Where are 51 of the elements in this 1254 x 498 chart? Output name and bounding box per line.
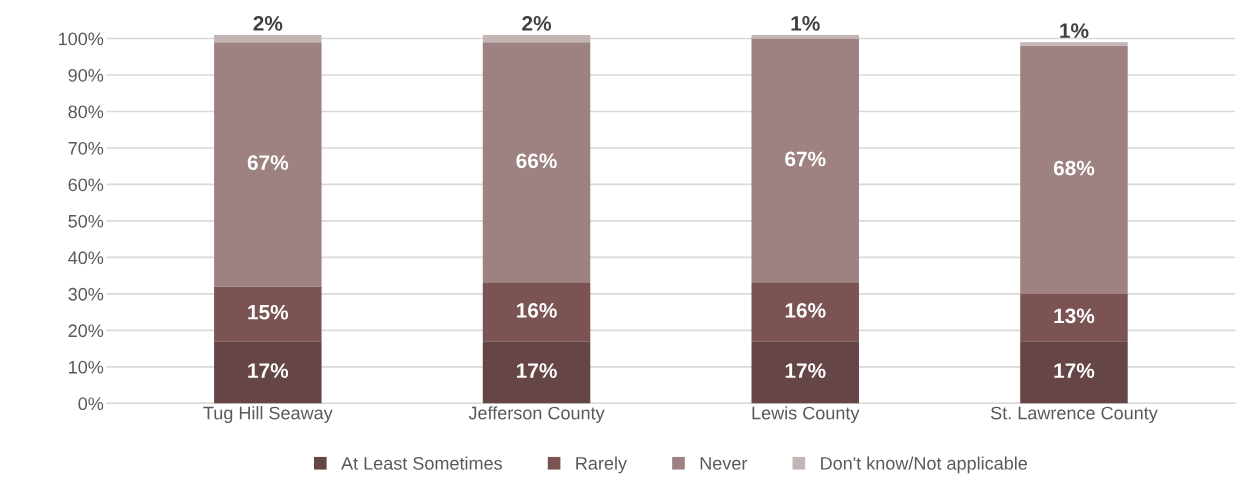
bar xyxy=(1020,293,1128,342)
bar xyxy=(214,286,322,342)
y-tick-label: 0% xyxy=(78,397,104,411)
bar xyxy=(214,341,322,404)
data-label: 67% xyxy=(785,151,826,167)
bar xyxy=(1020,42,1128,46)
bar xyxy=(214,42,322,287)
data-label: 17% xyxy=(248,363,289,378)
data-label: 66% xyxy=(516,153,557,169)
bar xyxy=(1020,45,1128,294)
y-tick-label: 50% xyxy=(68,214,104,228)
data-label: 1% xyxy=(791,16,820,31)
bar xyxy=(482,341,591,404)
bar xyxy=(482,282,591,342)
data-label: 17% xyxy=(785,363,826,378)
x-tick-label: Lewis County xyxy=(752,406,860,423)
data-label: 67% xyxy=(247,155,289,170)
x-tick-label: Jefferson County xyxy=(468,406,605,423)
y-tick-label: 80% xyxy=(68,105,104,119)
data-label: 2% xyxy=(253,15,283,31)
data-label: 17% xyxy=(517,363,557,378)
data-label: 15% xyxy=(248,304,289,320)
y-tick-label: 10% xyxy=(69,360,104,374)
y-tick-label: 100% xyxy=(59,32,104,46)
y-tick-label: 90% xyxy=(68,68,104,82)
data-label: 2% xyxy=(522,15,552,31)
data-label: 1% xyxy=(1060,23,1089,38)
data-label: 16% xyxy=(517,303,557,318)
bar xyxy=(1020,341,1128,404)
y-tick-label: 20% xyxy=(68,324,104,338)
y-tick-label: 70% xyxy=(68,141,104,155)
legend-label: Never xyxy=(700,457,748,470)
legend-label: Rarely xyxy=(576,456,627,474)
bar xyxy=(482,34,591,43)
data-label: 13% xyxy=(1054,308,1095,324)
legend-label: Don't know/Not applicable xyxy=(821,456,1028,474)
data-label: 16% xyxy=(785,303,826,318)
x-tick-label: Tug Hill Seaway xyxy=(203,406,333,423)
bar xyxy=(751,38,859,283)
bar xyxy=(214,34,322,43)
x-tick-label: St. Lawrence County xyxy=(990,406,1158,423)
data-label: 68% xyxy=(1053,160,1095,176)
bar xyxy=(751,341,859,404)
y-tick-label: 30% xyxy=(68,287,104,301)
y-tick-label: 60% xyxy=(68,178,104,192)
bar xyxy=(751,282,859,342)
bar xyxy=(482,42,591,283)
bar xyxy=(751,34,859,39)
legend-label: At Least Sometimes xyxy=(341,456,502,470)
data-label: 17% xyxy=(1054,363,1095,378)
y-tick-label: 40% xyxy=(68,251,104,265)
